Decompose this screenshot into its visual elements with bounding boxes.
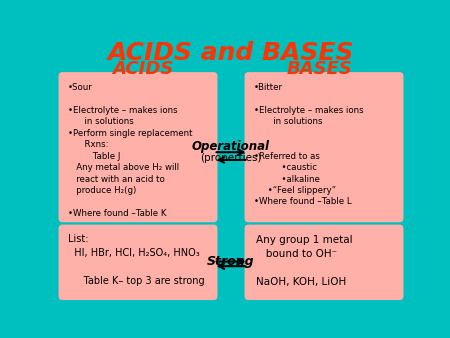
FancyBboxPatch shape — [58, 72, 217, 222]
Text: ACIDS and BASES: ACIDS and BASES — [108, 41, 354, 65]
Text: List:
  HI, HBr, HCl, H₂SO₄, HNO₃

     Table K– top 3 are strong: List: HI, HBr, HCl, H₂SO₄, HNO₃ Table K–… — [68, 234, 204, 286]
Text: BASES: BASES — [287, 60, 353, 78]
Text: ACIDS: ACIDS — [112, 60, 174, 78]
Text: Operational: Operational — [192, 140, 270, 153]
Text: (properties): (properties) — [200, 152, 261, 163]
Text: •Sour

•Electrolyte – makes ions
      in solutions
•Perform single replacement
: •Sour •Electrolyte – makes ions in solut… — [68, 83, 193, 218]
FancyBboxPatch shape — [58, 224, 217, 300]
Text: Any group 1 metal
   bound to OH⁻

NaOH, KOH, LiOH: Any group 1 metal bound to OH⁻ NaOH, KOH… — [256, 235, 353, 287]
Text: •Bitter

•Electrolyte – makes ions
       in solutions


•Referred to as
       : •Bitter •Electrolyte – makes ions in sol… — [254, 83, 364, 207]
FancyBboxPatch shape — [245, 224, 404, 300]
Text: Strong: Strong — [207, 255, 254, 268]
FancyBboxPatch shape — [245, 72, 404, 222]
